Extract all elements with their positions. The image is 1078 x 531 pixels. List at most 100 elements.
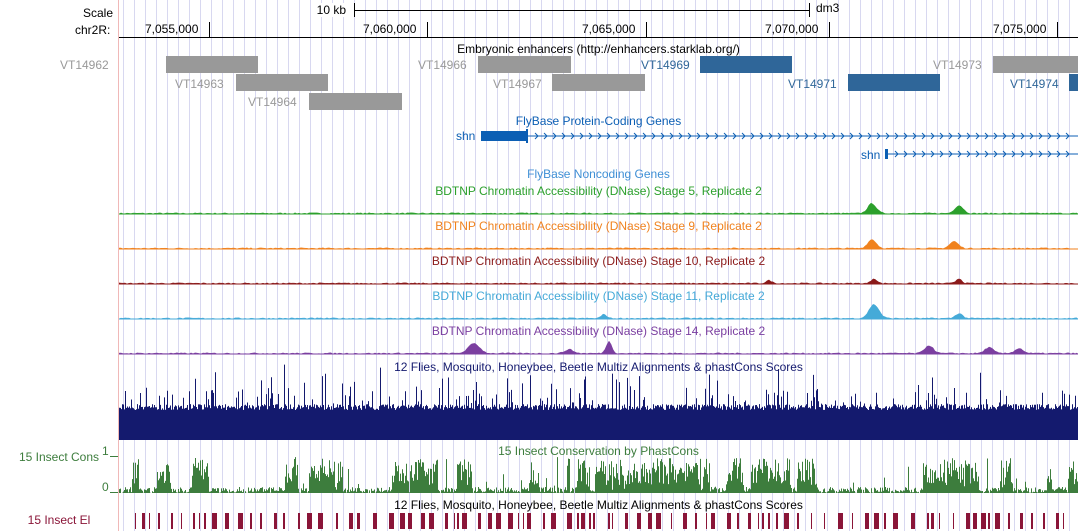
strand-chevron: [543, 132, 548, 140]
gene-label-shn[interactable]: shn: [456, 129, 476, 143]
strand-chevron: [750, 132, 755, 140]
strand-chevron: [1065, 132, 1070, 140]
enhancer-feature[interactable]: [700, 56, 792, 73]
strand-chevron: [795, 132, 800, 140]
dnase-signal: [119, 278, 1078, 285]
conserved-element: [1031, 513, 1033, 529]
conserved-element: [225, 513, 229, 529]
conserved-element: [171, 513, 173, 529]
strand-chevron: [696, 132, 701, 140]
conserved-element: [336, 513, 338, 529]
enhancer-feature[interactable]: [993, 56, 1078, 73]
enhancer-label[interactable]: VT14964: [248, 95, 297, 109]
strand-chevron: [768, 132, 773, 140]
dnase-stage5-title[interactable]: BDTNP Chromatin Accessibility (DNase) St…: [435, 184, 762, 198]
noncoding-genes-title[interactable]: FlyBase Noncoding Genes: [527, 167, 670, 181]
strand-chevron: [930, 150, 935, 158]
conserved-element: [625, 513, 628, 529]
elements-track-title[interactable]: 12 Flies, Mosquito, Honeybee, Beetle Mul…: [394, 498, 803, 512]
strand-chevron: [615, 132, 620, 140]
enhancer-label[interactable]: VT14966: [418, 58, 467, 72]
strand-chevron: [948, 132, 953, 140]
dnase-stage10-title[interactable]: BDTNP Chromatin Accessibility (DNase) St…: [431, 254, 766, 268]
enhancer-label[interactable]: VT14963: [175, 77, 224, 91]
strand-chevron: [561, 132, 566, 140]
gene-exon-start: [526, 129, 528, 143]
conserved-element: [711, 513, 715, 529]
strand-chevron: [930, 132, 935, 140]
conserved-element: [523, 513, 524, 529]
enhancer-label[interactable]: VT14973: [933, 58, 982, 72]
conserved-element: [706, 513, 707, 529]
enhancer-label[interactable]: VT14969: [641, 58, 690, 72]
phastcons-track-title[interactable]: 15 Insect Conservation by PhastCons: [498, 444, 699, 458]
conserved-element: [181, 513, 182, 529]
elements-side-label[interactable]: 15 Insect El: [27, 513, 91, 527]
ruler-tick-label: 7,055,000: [145, 22, 199, 36]
enhancer-label[interactable]: VT14974: [1010, 77, 1059, 91]
strand-chevron: [903, 132, 908, 140]
ruler-tick: [829, 22, 830, 38]
coordinate-ruler: 7,055,000 7,060,000 7,065,000 7,070,000 …: [119, 17, 1078, 39]
conserved-element: [318, 513, 323, 529]
enhancer-feature[interactable]: [166, 56, 258, 73]
enhancer-feature[interactable]: [1069, 74, 1078, 91]
dnase-stage11-title[interactable]: BDTNP Chromatin Accessibility (DNase) St…: [432, 289, 765, 303]
enhancer-feature[interactable]: [236, 74, 328, 91]
protein-coding-genes-title[interactable]: FlyBase Protein-Coding Genes: [515, 114, 682, 128]
enhancer-feature[interactable]: [309, 93, 402, 110]
ruler-tick-label: 7,060,000: [363, 22, 417, 36]
strand-chevron: [993, 132, 998, 140]
conserved-element: [283, 513, 285, 529]
conserved-element: [478, 513, 481, 529]
dnase-stage9-title[interactable]: BDTNP Chromatin Accessibility (DNase) St…: [435, 219, 762, 233]
enhancer-feature[interactable]: [848, 74, 940, 91]
strand-chevron: [1047, 132, 1052, 140]
conserved-element: [865, 513, 869, 529]
strand-chevron: [1002, 150, 1007, 158]
conserved-element: [199, 513, 200, 529]
strand-chevron: [705, 132, 710, 140]
conserved-element: [445, 513, 448, 529]
strand-chevron: [921, 132, 926, 140]
conserved-element: [966, 513, 970, 529]
conserved-element: [389, 513, 394, 529]
ruler-tick: [427, 22, 428, 38]
strand-chevron: [1011, 150, 1016, 158]
multiz-track-title[interactable]: 12 Flies, Mosquito, Honeybee, Beetle Mul…: [394, 360, 803, 374]
strand-chevron: [1038, 132, 1043, 140]
dnase-stage14-title[interactable]: BDTNP Chromatin Accessibility (DNase) St…: [431, 324, 766, 338]
conserved-element: [408, 513, 412, 529]
enhancer-label[interactable]: VT14967: [493, 77, 542, 91]
conserved-element: [250, 513, 252, 529]
enhancer-feature[interactable]: [478, 56, 571, 73]
strand-chevron: [966, 150, 971, 158]
genome-browser-tracks[interactable]: 10 kb dm3 7,055,000 7,060,000 7,065,000 …: [60, 0, 1078, 531]
strand-chevron: [777, 132, 782, 140]
strand-chevron: [732, 132, 737, 140]
conserved-element: [373, 513, 377, 529]
enhancers-track-title[interactable]: Embryonic enhancers (http://enhancers.st…: [457, 42, 740, 56]
strand-chevron: [876, 132, 881, 140]
phastcons-side-label[interactable]: 15 Insect Cons: [18, 450, 100, 464]
strand-chevron: [1002, 132, 1007, 140]
conserved-element: [307, 513, 312, 529]
strand-chevron: [714, 132, 719, 140]
gene-label-shn-isoform[interactable]: shn: [861, 148, 881, 162]
axis-tick-top: [110, 456, 118, 457]
strand-chevron: [660, 132, 665, 140]
conserved-element: [874, 513, 879, 529]
enhancer-feature[interactable]: [552, 74, 645, 91]
strand-chevron: [579, 132, 584, 140]
conserved-element: [973, 513, 977, 529]
conserved-element: [204, 513, 206, 529]
scale-bar-label: 10 kb: [314, 3, 348, 17]
strand-chevron: [597, 132, 602, 140]
enhancer-label[interactable]: VT14962: [60, 58, 109, 72]
conserved-element: [589, 513, 591, 529]
strand-chevron: [921, 150, 926, 158]
enhancer-label[interactable]: VT14971: [788, 77, 837, 91]
strand-chevron: [1011, 132, 1016, 140]
strand-chevron: [741, 132, 746, 140]
conserved-element: [656, 513, 661, 529]
